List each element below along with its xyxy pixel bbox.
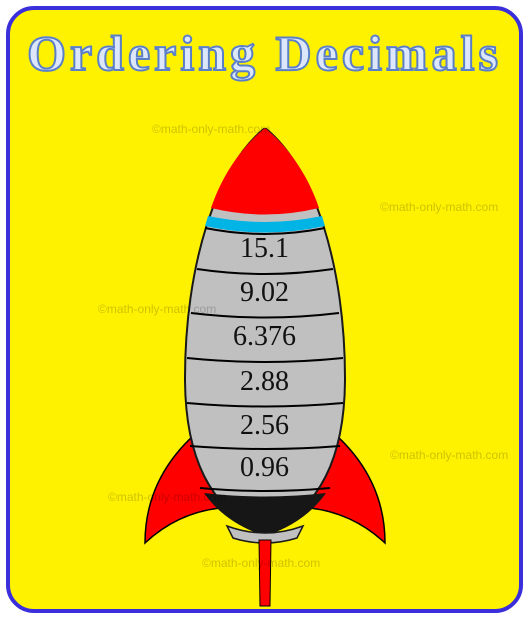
segment-label-4: 2.56 [105, 410, 425, 442]
segment-label-1: 9.02 [105, 277, 425, 309]
title: Ordering Decimals [10, 24, 519, 82]
segment-label-2: 6.376 [105, 321, 425, 353]
center-flame [259, 540, 271, 606]
segment-label-5: 0.96 [105, 452, 425, 484]
segment-label-0: 15.1 [105, 233, 425, 265]
frame: Ordering Decimals [6, 6, 523, 613]
image-container: Ordering Decimals [0, 0, 529, 619]
engine [204, 493, 326, 536]
rocket: 15.1 9.02 6.376 2.88 2.56 0.96 [105, 128, 425, 608]
segment-label-3: 2.88 [105, 366, 425, 398]
nose-cone [211, 128, 319, 215]
